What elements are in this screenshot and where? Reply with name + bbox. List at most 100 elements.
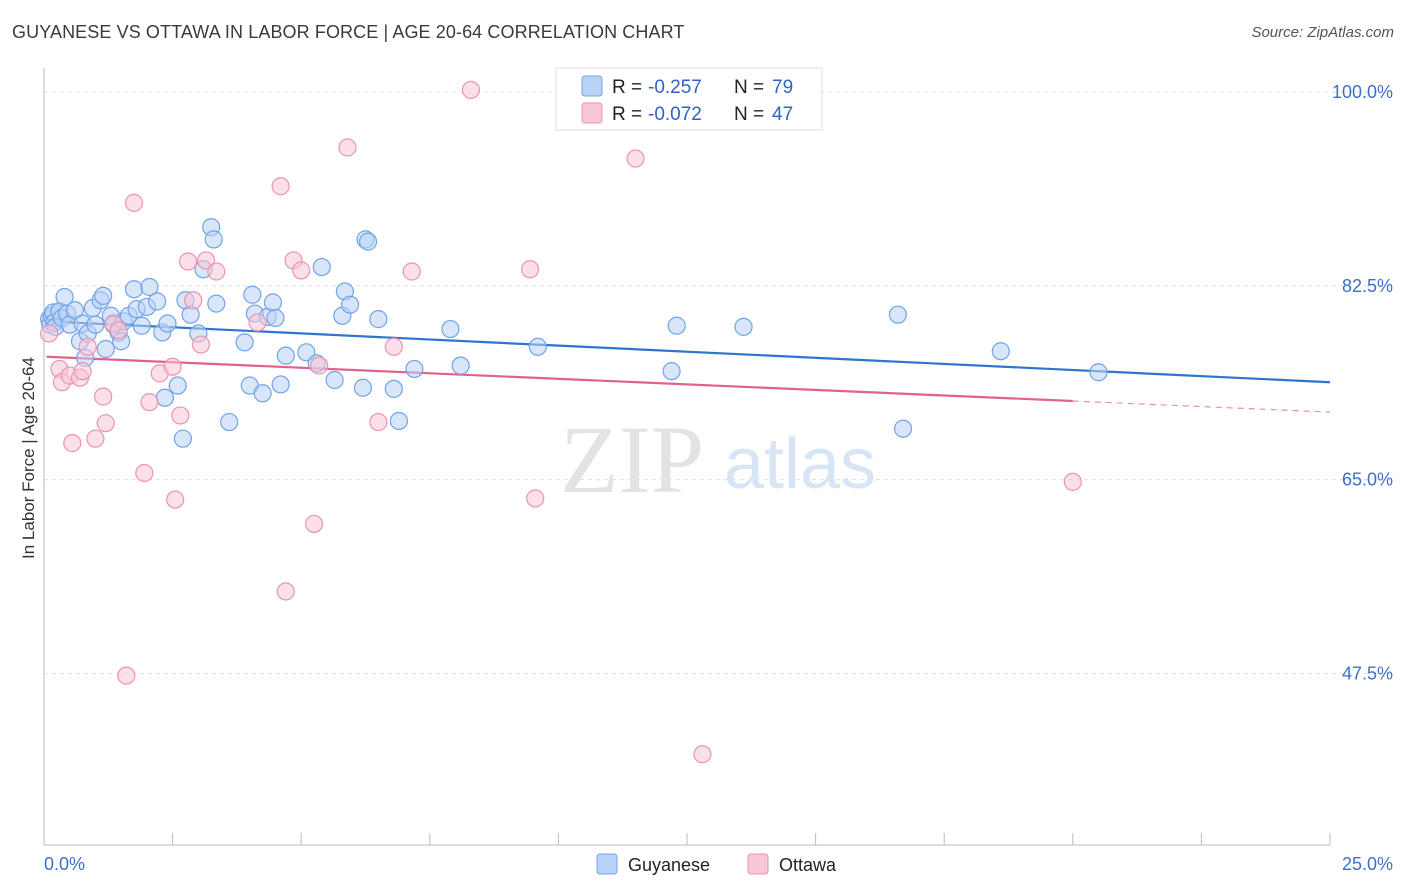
point-ottawa-28	[276, 582, 295, 601]
legend-r-label-1: R =	[612, 77, 642, 98]
point-guyanese-78	[991, 342, 1010, 361]
point-guyanese-48	[243, 285, 262, 304]
point-guyanese-70	[441, 319, 460, 339]
trend-line-extension-ottawa	[1072, 400, 1331, 413]
point-guyanese-54	[271, 375, 290, 394]
point-ottawa-24	[196, 251, 216, 270]
source-label: Source: ZipAtlas.com	[1251, 24, 1394, 41]
data-points	[40, 80, 1108, 764]
point-guyanese-77	[893, 419, 913, 438]
point-guyanese-31	[140, 277, 159, 297]
point-ottawa-8	[86, 429, 105, 448]
watermark: ZIP atlas	[560, 406, 876, 513]
point-ottawa-35	[384, 337, 403, 356]
point-guyanese-72	[528, 337, 547, 356]
point-guyanese-71	[451, 356, 470, 375]
point-guyanese-65	[358, 232, 378, 251]
point-ottawa-22	[184, 291, 203, 310]
point-guyanese-43	[204, 230, 223, 249]
point-ottawa-25	[207, 262, 226, 281]
legend-n-label-1: N =	[734, 77, 764, 98]
x-tick-label-max: 25.0%	[1342, 854, 1393, 874]
legend-r-label-2: R =	[612, 104, 642, 125]
trend-lines	[46, 320, 1331, 413]
point-guyanese-46	[235, 333, 254, 352]
point-ottawa-14	[124, 193, 144, 212]
point-ottawa-4	[63, 434, 82, 453]
point-ottawa-7	[78, 337, 97, 356]
point-guyanese-34	[155, 388, 174, 407]
point-ottawa-33	[338, 138, 357, 157]
point-guyanese-76	[888, 305, 908, 324]
point-ottawa-6	[73, 362, 92, 381]
y-tick-label-0: 47.5%	[1342, 663, 1393, 683]
point-ottawa-23	[191, 335, 210, 354]
point-guyanese-20	[96, 339, 115, 359]
x-tick-label-min: 0.0%	[44, 854, 85, 874]
y-tick-labels: 47.5% 65.0% 82.5% 100.0%	[1332, 82, 1393, 683]
stats-legend: R = -0.257 N = 79 R = -0.072 N = 47	[555, 67, 823, 131]
point-ottawa-16	[140, 393, 159, 412]
bottom-legend-swatch-ottawa	[747, 853, 769, 875]
point-guyanese-55	[276, 346, 295, 365]
point-ottawa-18	[163, 357, 182, 376]
point-guyanese-32	[148, 292, 167, 311]
y-axis-label: In Labor Force | Age 20-64	[19, 357, 38, 559]
bottom-legend-guyanese: Guyanese	[628, 855, 710, 875]
point-guyanese-59	[325, 370, 344, 390]
legend-swatch-guyanese	[581, 75, 603, 97]
point-ottawa-34	[369, 412, 388, 432]
point-guyanese-68	[389, 411, 409, 431]
point-ottawa-42	[1063, 472, 1082, 491]
point-guyanese-37	[173, 429, 192, 448]
point-ottawa-10	[96, 414, 115, 433]
point-guyanese-27	[124, 280, 144, 299]
point-guyanese-35	[158, 314, 177, 333]
point-ottawa-12	[109, 321, 128, 340]
axes	[43, 68, 1331, 846]
point-guyanese-36	[168, 376, 187, 395]
legend-n-value-1: 79	[772, 77, 793, 98]
point-guyanese-52	[263, 293, 283, 312]
point-guyanese-75	[734, 317, 753, 336]
point-guyanese-63	[353, 378, 373, 397]
point-guyanese-17	[86, 315, 105, 334]
point-guyanese-58	[312, 257, 331, 277]
point-guyanese-73	[662, 362, 681, 381]
watermark-zip: ZIP	[560, 406, 704, 513]
point-ottawa-31	[304, 514, 324, 534]
point-ottawa-37	[461, 80, 481, 100]
legend-n-value-2: 47	[772, 104, 793, 125]
watermark-atlas: atlas	[724, 424, 876, 504]
point-ottawa-40	[626, 149, 645, 168]
point-guyanese-19	[94, 286, 113, 305]
point-ottawa-39	[526, 489, 545, 508]
point-guyanese-62	[340, 295, 360, 314]
point-guyanese-56	[297, 343, 316, 362]
legend-swatch-ottawa	[581, 102, 603, 124]
point-guyanese-74	[667, 316, 686, 335]
bottom-legend-ottawa: Ottawa	[779, 855, 837, 875]
y-tick-label-2: 82.5%	[1342, 276, 1393, 296]
point-ottawa-41	[693, 745, 712, 764]
point-guyanese-29	[132, 316, 151, 335]
point-guyanese-44	[207, 294, 226, 313]
point-guyanese-69	[405, 359, 424, 379]
point-ottawa-9	[94, 387, 113, 406]
y-tick-label-3: 100.0%	[1332, 82, 1393, 102]
y-tick-label-1: 65.0%	[1342, 470, 1393, 490]
point-ottawa-19	[166, 490, 185, 509]
point-guyanese-66	[369, 310, 388, 329]
point-ottawa-30	[292, 261, 311, 280]
trend-line-ottawa	[46, 355, 1073, 403]
legend-r-value-1: -0.257	[648, 77, 702, 98]
legend-r-value-2: -0.072	[648, 104, 702, 125]
point-ottawa-26	[248, 313, 267, 332]
bottom-legend-swatch-guyanese	[596, 853, 618, 875]
point-guyanese-50	[253, 384, 272, 403]
point-ottawa-15	[135, 463, 154, 483]
point-ottawa-36	[402, 262, 421, 281]
point-guyanese-67	[384, 379, 403, 398]
point-ottawa-13	[117, 666, 136, 685]
